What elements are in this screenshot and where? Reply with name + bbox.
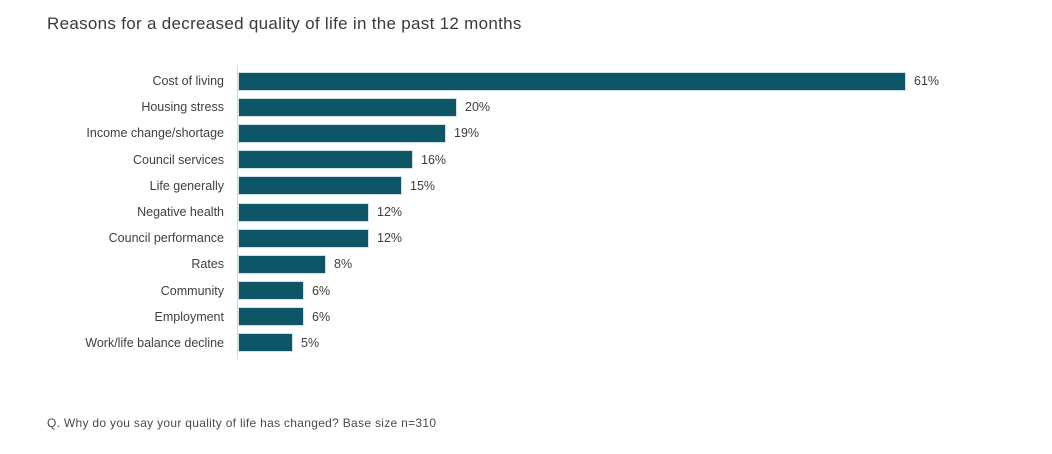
bar-track: 20%	[237, 94, 1052, 120]
bar-track: 6%	[237, 278, 1052, 304]
bar-value-label: 61%	[914, 74, 940, 89]
category-label: Negative health	[137, 205, 224, 220]
bar	[238, 71, 906, 91]
category-label: Community	[160, 283, 224, 298]
chart-title: Reasons for a decreased quality of life …	[47, 14, 522, 33]
bar-value-label: 16%	[421, 152, 447, 167]
bar-row: Cost of living 61%	[0, 68, 1052, 94]
bar	[238, 97, 457, 117]
bar	[238, 176, 402, 196]
bar-track: 12%	[237, 225, 1052, 251]
category-label: Work/life balance decline	[85, 335, 224, 350]
bar-value-label: 12%	[377, 205, 403, 220]
bar-value-label: 15%	[410, 178, 436, 193]
category-label: Cost of living	[152, 74, 224, 89]
bar	[238, 307, 304, 327]
bar	[238, 333, 293, 353]
bar-value-label: 19%	[454, 126, 480, 141]
bar	[238, 281, 304, 301]
bar-row: Employment 6%	[0, 304, 1052, 330]
bar-track: 5%	[237, 330, 1052, 356]
bar-row: Community 6%	[0, 278, 1052, 304]
bar-row: Housing stress 20%	[0, 94, 1052, 120]
bar-value-label: 20%	[465, 100, 491, 115]
category-label: Council performance	[108, 231, 224, 246]
bar	[238, 228, 369, 248]
bar-track: 19%	[237, 120, 1052, 146]
bar-track: 12%	[237, 199, 1052, 225]
bar-track: 8%	[237, 251, 1052, 277]
bar	[238, 254, 326, 274]
bar-row: Council performance 12%	[0, 225, 1052, 251]
category-label: Rates	[191, 257, 224, 272]
bar	[238, 150, 413, 170]
category-label: Life generally	[149, 178, 224, 193]
bar-value-label: 6%	[312, 309, 331, 324]
category-label: Income change/shortage	[86, 126, 224, 141]
bar-row: Income change/shortage 19%	[0, 120, 1052, 146]
bar	[238, 202, 369, 222]
bar-row: Rates 8%	[0, 251, 1052, 277]
bar-value-label: 12%	[377, 231, 403, 246]
category-label: Housing stress	[141, 100, 224, 115]
bar-value-label: 6%	[312, 283, 331, 298]
category-label: Employment	[154, 309, 224, 324]
bar-value-label: 8%	[334, 257, 353, 272]
bar-row: Life generally 15%	[0, 173, 1052, 199]
category-axis-line	[237, 65, 238, 360]
bar-row: Work/life balance decline 5%	[0, 330, 1052, 356]
bar-track: 16%	[237, 147, 1052, 173]
bar-row: Negative health 12%	[0, 199, 1052, 225]
bar-row: Council services 16%	[0, 147, 1052, 173]
bar-track: 15%	[237, 173, 1052, 199]
chart-footnote: Q. Why do you say your quality of life h…	[47, 416, 437, 430]
bar-value-label: 5%	[301, 335, 320, 350]
bar-rows: Cost of living 61% Housing stress 20% Income…	[0, 65, 1052, 360]
bar	[238, 123, 446, 143]
bar-track: 6%	[237, 304, 1052, 330]
bar-track: 61%	[237, 68, 1052, 94]
category-label: Council services	[132, 152, 224, 167]
